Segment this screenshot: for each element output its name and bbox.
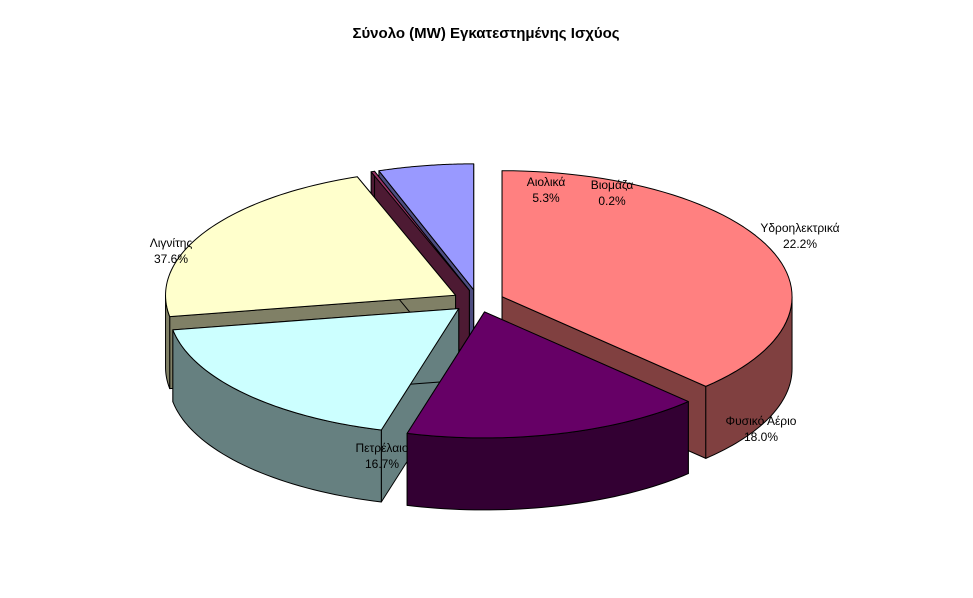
pie-labels: Λιγνίτης 37.6% Πετρέλαιο 16.7% Φυσικό Αέριο 1… — [150, 175, 840, 471]
pie-slice — [172, 308, 460, 503]
slice-name: Λιγνίτης — [150, 236, 193, 250]
slice-percent: 5.3% — [532, 191, 560, 205]
slice-label: Λιγνίτης 37.6% — [150, 236, 193, 266]
slice-name: Βιομάζα — [591, 178, 634, 192]
pie-slice — [406, 311, 689, 511]
slice-percent: 18.0% — [744, 430, 778, 444]
slice-label: Φυσικό Αέριο 18.0% — [726, 414, 797, 444]
slice-top-face — [172, 308, 460, 431]
pie-slices — [165, 163, 793, 511]
slice-name: Πετρέλαιο — [355, 441, 408, 455]
slice-percent: 22.2% — [783, 237, 817, 251]
slice-label: Υδροηλεκτρικά 22.2% — [760, 221, 839, 251]
slice-percent: 16.7% — [365, 457, 399, 471]
slice-label: Βιομάζα 0.2% — [591, 178, 634, 208]
slice-percent: 0.2% — [598, 194, 626, 208]
slice-name: Φυσικό Αέριο — [726, 414, 797, 428]
slice-label: Αιολικά 5.3% — [527, 175, 566, 205]
slice-top-face — [165, 176, 457, 318]
slice-percent: 37.6% — [154, 252, 188, 266]
slice-name: Υδροηλεκτρικά — [760, 221, 839, 235]
slice-name: Αιολικά — [527, 175, 566, 189]
slice-top-face — [378, 163, 475, 291]
slice-top-face — [501, 170, 793, 387]
slice-top-face — [370, 170, 470, 291]
slice-top-face — [406, 311, 689, 439]
slice-label: Πετρέλαιο 16.7% — [355, 441, 408, 471]
chart-title: Σύνολο (MW) Εγκατεστημένης Ισχύος — [352, 25, 619, 42]
